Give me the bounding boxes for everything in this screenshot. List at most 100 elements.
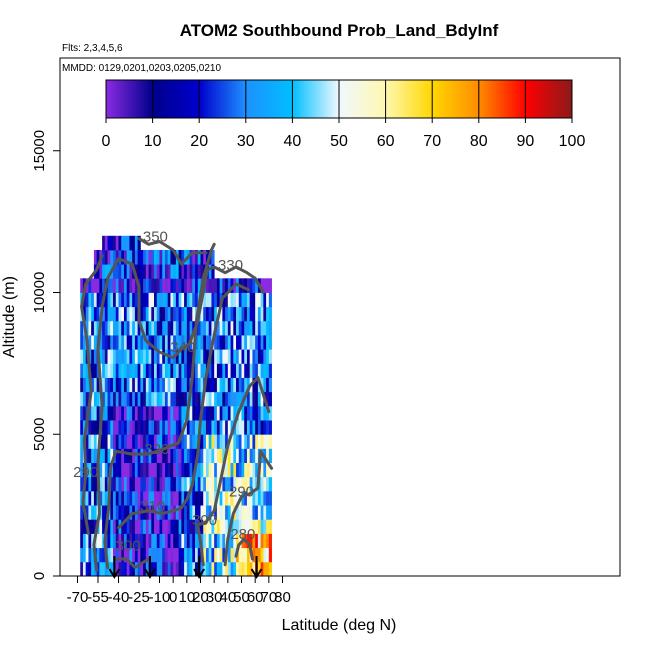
heatmap-cell [115, 420, 119, 435]
heatmap-cell [129, 561, 133, 577]
heatmap-cell [260, 434, 264, 449]
heatmap-cell [126, 476, 130, 492]
heatmap-cell [195, 363, 199, 378]
heatmap-cell [123, 278, 128, 293]
heatmap-cell [154, 462, 158, 478]
heatmap-cell [225, 561, 229, 577]
heatmap-cell [214, 547, 218, 563]
colorbar-tick-label: 60 [377, 133, 395, 150]
heatmap-cell [216, 391, 221, 407]
heatmap-cell [167, 249, 171, 265]
heatmap-cell [197, 405, 201, 421]
heatmap-cell [137, 264, 141, 279]
heatmap-cell [208, 490, 212, 506]
heatmap-cell [115, 519, 119, 534]
heatmap-cell [189, 306, 193, 322]
heatmap-cell [129, 306, 133, 322]
heatmap-cell [104, 505, 108, 520]
heatmap-cell [123, 292, 128, 308]
heatmap-cell [82, 533, 87, 549]
heatmap-cell [260, 547, 264, 563]
heatmap-cell [113, 306, 117, 322]
colorbar-tick-label: 40 [284, 133, 302, 150]
heatmap-cell [88, 561, 92, 577]
heatmap-cell [252, 405, 256, 421]
heatmap-cell [96, 278, 100, 293]
heatmap-cell [96, 377, 100, 393]
heatmap-cell [268, 306, 272, 322]
heatmap-cell [205, 292, 210, 308]
heatmap-cell [170, 420, 174, 435]
heatmap-cell [102, 476, 106, 492]
heatmap-cell [214, 561, 218, 577]
contour-line [114, 557, 151, 569]
colorbar: 0 10 20 30 40 50 60 70 80 90 100 [102, 79, 585, 150]
heatmap-cell [203, 391, 207, 407]
heatmap-cell [113, 547, 117, 563]
contour-label: 290 [73, 464, 98, 481]
heatmap-cell [145, 561, 149, 577]
heatmap-cell [246, 306, 251, 322]
heatmap-cell [102, 391, 106, 407]
heatmap-cell [236, 363, 240, 378]
heatmap-cell [167, 420, 171, 435]
heatmap-cell [126, 320, 130, 336]
heatmap-cell [266, 377, 270, 393]
heatmap-cell [151, 278, 155, 293]
heatmap-cell [134, 235, 139, 251]
heatmap-cell [93, 434, 98, 449]
heatmap-cell [170, 490, 174, 506]
heatmap-cell [173, 547, 177, 563]
heatmap-cell [189, 533, 193, 549]
heatmap-cell [216, 278, 221, 293]
x-axis-label: Latitude (deg N) [282, 617, 397, 634]
heatmap-cell [137, 490, 141, 506]
heatmap-cell [211, 405, 215, 421]
heatmap-cell [173, 278, 177, 293]
heatmap-cell [260, 505, 264, 520]
heatmap-cell [181, 335, 185, 350]
heatmap-cell [195, 547, 199, 563]
heatmap-cell [80, 391, 84, 407]
heatmap-cell [200, 363, 204, 378]
heatmap-cell [159, 561, 163, 577]
heatmap-cell [99, 278, 103, 293]
heatmap-cell [178, 377, 182, 393]
heatmap-cell [227, 547, 231, 563]
heatmap-cell [170, 533, 174, 549]
heatmap-cell [225, 420, 229, 435]
heatmap-cell [233, 377, 237, 393]
heatmap-cell [216, 335, 221, 350]
heatmap-cell [211, 264, 215, 279]
heatmap-cell [151, 391, 155, 407]
heatmap-cell [118, 292, 122, 308]
heatmap-cell [197, 264, 201, 279]
heatmap-cell [151, 490, 155, 506]
heatmap-cell [260, 335, 264, 350]
heatmap-cell [186, 292, 190, 308]
heatmap-cell [132, 405, 136, 421]
heatmap-cell [238, 434, 242, 449]
heatmap-cell [115, 533, 119, 549]
heatmap-cell [162, 561, 166, 577]
heatmap-cell [80, 490, 84, 506]
heatmap-cell [246, 505, 251, 520]
heatmap-cell [126, 349, 130, 364]
heatmap-cell [184, 519, 188, 534]
heatmap-cell [236, 519, 240, 534]
heatmap-cell [227, 490, 231, 506]
heatmap-cell [156, 306, 160, 322]
heatmap-cell [167, 264, 171, 279]
heatmap-cell [263, 349, 267, 364]
heatmap-cell [140, 292, 144, 308]
heatmap-cell [230, 335, 234, 350]
heatmap-cell [102, 278, 106, 293]
heatmap-cell [255, 490, 259, 506]
heatmap-cell [225, 434, 229, 449]
heatmap-cell [140, 278, 144, 293]
heatmap-cell [246, 278, 251, 293]
heatmap-cell [156, 264, 160, 279]
heatmap-cell [219, 335, 223, 350]
heatmap-cell [129, 391, 133, 407]
heatmap-cell [195, 505, 199, 520]
